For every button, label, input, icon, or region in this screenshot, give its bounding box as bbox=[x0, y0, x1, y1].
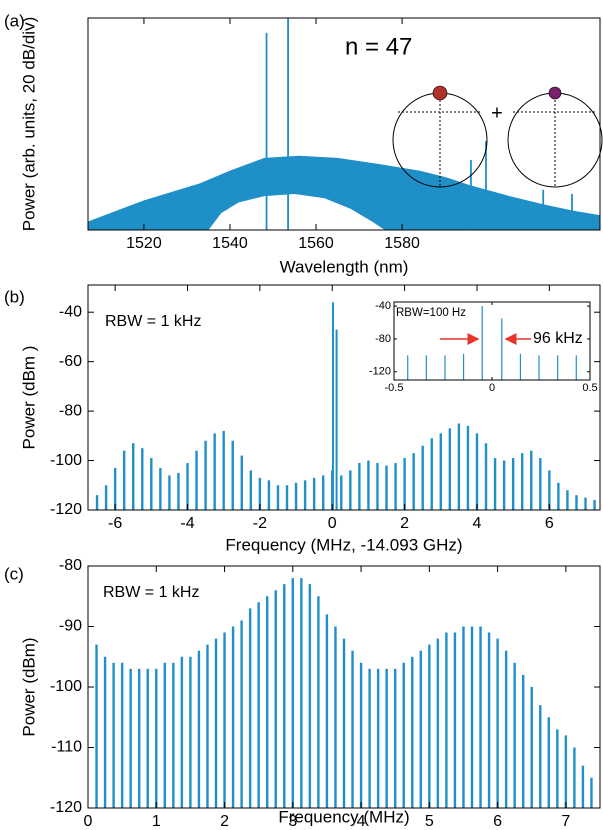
schematic bbox=[392, 85, 603, 188]
y-tick-label: -110 bbox=[51, 739, 82, 756]
y-tick-label: -90 bbox=[59, 618, 82, 635]
x-axis-label: Frequency (MHz, -14.093 GHz) bbox=[225, 535, 462, 554]
x-tick-label: -4 bbox=[180, 515, 194, 532]
x-tick-label: 3 bbox=[288, 813, 297, 830]
x-tick-label: 0 bbox=[84, 813, 93, 830]
x-tick-label: 6 bbox=[493, 813, 502, 830]
annotation: RBW=100 Hz bbox=[396, 307, 466, 319]
x-tick-label: 0 bbox=[489, 382, 495, 394]
y-tick-label: -80 bbox=[59, 402, 82, 419]
annotation: 96 kHz bbox=[533, 330, 583, 347]
y-axis-label: Power (dBm) bbox=[19, 637, 38, 736]
y-tick-label: -100 bbox=[50, 452, 82, 469]
y-tick-label: -60 bbox=[59, 353, 82, 370]
x-tick-label: 7 bbox=[561, 813, 570, 830]
spectrum-area bbox=[88, 155, 600, 230]
y-tick-label: -120 bbox=[50, 799, 82, 816]
x-tick-label: -0.5 bbox=[385, 382, 404, 394]
plot-frame bbox=[87, 17, 601, 231]
x-tick-label: 4 bbox=[473, 515, 482, 532]
x-tick-label: -2 bbox=[253, 515, 267, 532]
y-tick-label: -40 bbox=[375, 300, 391, 312]
x-tick-label: 1560 bbox=[298, 235, 334, 252]
plot-frame bbox=[87, 284, 601, 511]
x-tick-label: -6 bbox=[108, 515, 122, 532]
annotation: n = 47 bbox=[345, 33, 412, 60]
y-tick-label: -80 bbox=[375, 333, 391, 345]
annotation: RBW = 1 kHz bbox=[105, 313, 201, 330]
panel-label: (b) bbox=[4, 287, 25, 306]
x-tick-label: 1520 bbox=[126, 235, 162, 252]
x-tick-label: 2 bbox=[400, 515, 409, 532]
y-axis-label: Power (arb. units, 20 dB/div) bbox=[19, 17, 38, 231]
annotation: RBW = 1 kHz bbox=[103, 584, 199, 601]
panel-label: (c) bbox=[4, 564, 24, 583]
y-tick-label: -80 bbox=[59, 557, 82, 574]
x-tick-label: 0.5 bbox=[582, 382, 597, 394]
x-tick-label: 2 bbox=[220, 813, 229, 830]
x-tick-label: 1580 bbox=[384, 235, 420, 252]
x-tick-label: 5 bbox=[425, 813, 434, 830]
x-tick-label: 6 bbox=[545, 515, 554, 532]
y-tick-label: -40 bbox=[59, 303, 82, 320]
panel-label: (a) bbox=[4, 11, 25, 30]
x-axis-label: Wavelength (nm) bbox=[280, 257, 409, 276]
annotation: + bbox=[491, 102, 503, 124]
ball bbox=[432, 85, 448, 101]
y-tick-label: -120 bbox=[50, 501, 82, 518]
y-tick-label: -100 bbox=[50, 678, 82, 695]
y-axis-label: Power (dBm ) bbox=[19, 346, 38, 450]
spectrum-area bbox=[208, 193, 385, 230]
x-tick-label: 0 bbox=[328, 515, 337, 532]
x-tick-label: 1 bbox=[152, 813, 161, 830]
x-tick-label: 1540 bbox=[212, 235, 248, 252]
ball bbox=[548, 86, 562, 100]
y-tick-label: -120 bbox=[369, 366, 391, 378]
x-axis-label: Frequency (MHz) bbox=[278, 807, 409, 826]
x-tick-label: 4 bbox=[357, 813, 366, 830]
